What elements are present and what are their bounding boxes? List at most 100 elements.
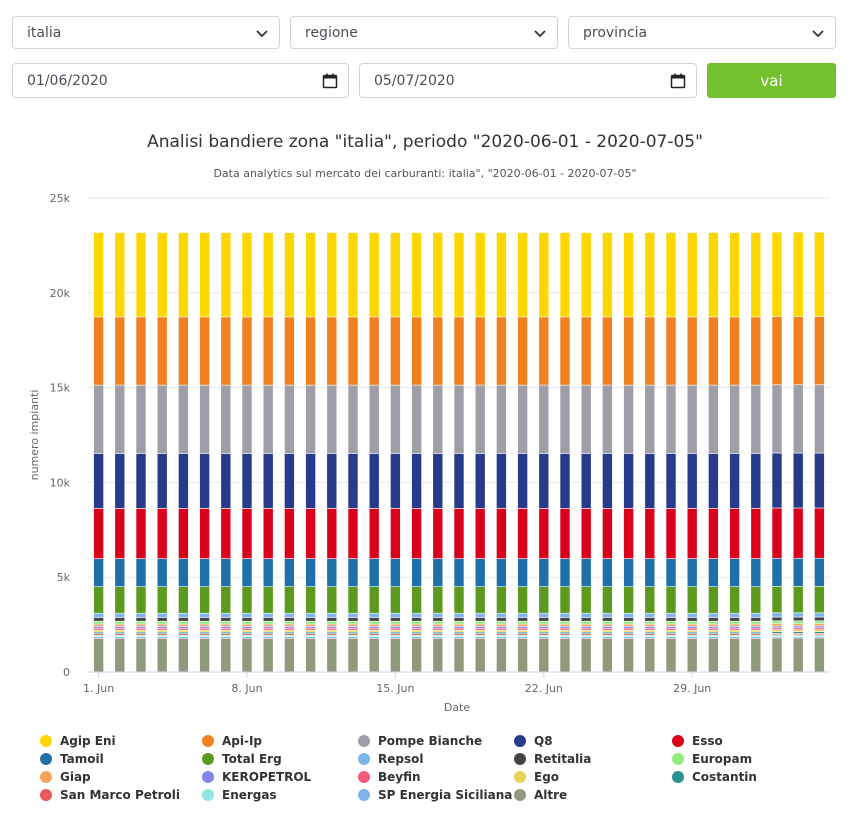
calendar-icon[interactable]: [670, 73, 686, 89]
legend-item[interactable]: Tamoil: [40, 752, 104, 766]
legend-marker: [672, 771, 684, 783]
bar-segment: [284, 453, 295, 509]
bar-segment: [220, 508, 232, 559]
bar-segment: [178, 637, 189, 673]
calendar-icon[interactable]: [322, 73, 338, 89]
bar-segment: [750, 558, 762, 587]
legend-label: Energas: [222, 788, 277, 802]
bar-segment: [474, 612, 486, 618]
bar-segment: [241, 384, 253, 454]
bar-segment: [644, 453, 656, 509]
zone-select-value: italia: [27, 24, 62, 41]
bar-segment: [665, 558, 677, 587]
legend-label: Altre: [534, 788, 568, 802]
region-select[interactable]: regione: [290, 16, 558, 49]
bar-segment: [708, 586, 719, 614]
legend-item[interactable]: Altre: [514, 788, 567, 802]
bar-segment: [347, 637, 359, 673]
bar-segment: [390, 617, 401, 622]
y-tick-label: 15k: [50, 382, 71, 395]
legend-item[interactable]: Ego: [514, 770, 559, 784]
bar-segment: [241, 586, 253, 614]
bar-segment: [580, 617, 592, 622]
province-select[interactable]: provincia: [568, 16, 836, 49]
bar-segment: [623, 612, 634, 618]
bar-segment: [602, 637, 613, 673]
legend-item[interactable]: Energas: [202, 788, 277, 802]
bar-segment: [114, 586, 126, 614]
bar-segment: [623, 558, 634, 587]
legend-item[interactable]: Retitalia: [514, 752, 591, 766]
bar-segment: [262, 617, 274, 622]
zone-select[interactable]: italia: [12, 16, 280, 49]
legend-item[interactable]: Api-Ip: [202, 734, 262, 748]
bar-segment: [623, 384, 634, 454]
bar-segment: [347, 453, 359, 509]
bar-segment: [326, 453, 338, 509]
bar-segment: [156, 316, 168, 386]
legend-item[interactable]: Pompe Bianche: [358, 734, 482, 748]
bar-segment: [262, 637, 274, 673]
bar-segment: [199, 316, 210, 386]
bar-segment: [262, 558, 274, 587]
legend-item[interactable]: Esso: [672, 734, 723, 748]
submit-button[interactable]: vai: [707, 63, 836, 98]
bar-segment: [559, 384, 571, 454]
bar-segment: [814, 623, 825, 627]
date-from-input[interactable]: 01/06/2020: [12, 63, 349, 98]
bar-segment: [602, 558, 613, 587]
legend-item[interactable]: KEROPETROL: [202, 770, 311, 784]
bar-segment: [93, 586, 104, 614]
bar-segment: [368, 617, 380, 622]
legend-label: San Marco Petroli: [60, 788, 181, 802]
bar-segment: [602, 586, 613, 614]
bar-segment: [814, 586, 825, 614]
legend-item[interactable]: Europam: [672, 752, 752, 766]
bar-segment: [517, 617, 528, 622]
bar-segment: [220, 637, 232, 673]
bar-segment: [792, 557, 804, 587]
legend-item[interactable]: Costantin: [672, 770, 757, 784]
legend-item[interactable]: Giap: [40, 770, 91, 784]
legend-item[interactable]: Q8: [514, 734, 553, 748]
bar-segment: [432, 617, 444, 622]
bar-segment: [284, 558, 295, 587]
bar-segment: [411, 384, 422, 454]
region-select-value: regione: [305, 24, 358, 41]
bar-segment: [326, 558, 338, 587]
bar-segment: [156, 612, 168, 618]
bar-segment: [665, 637, 677, 673]
bar-segment: [792, 616, 804, 622]
bar-segment: [262, 620, 274, 625]
bar-segment: [474, 558, 486, 587]
bar-segment: [453, 453, 465, 509]
bar-segment: [771, 384, 783, 454]
province-select-value: provincia: [583, 24, 648, 41]
bar-segment: [729, 620, 740, 625]
bar-segment: [623, 453, 634, 509]
legend-item[interactable]: Agip Eni: [40, 734, 116, 748]
bar-segment: [326, 620, 338, 625]
bar-segment: [199, 623, 210, 627]
bar-segment: [750, 508, 762, 559]
date-to-input[interactable]: 05/07/2020: [359, 63, 697, 98]
bar-segment: [496, 232, 507, 318]
bar-segment: [580, 558, 592, 587]
bar-segment: [517, 316, 528, 386]
bar-segment: [496, 623, 507, 627]
bar-segment: [178, 617, 189, 622]
bar-segment: [432, 586, 444, 614]
bar-segment: [792, 612, 804, 618]
bar-segment: [729, 637, 740, 673]
bar-segment: [708, 508, 719, 559]
chart-subtitle: Data analytics sul mercato dei carburant…: [213, 167, 637, 180]
legend-item[interactable]: San Marco Petroli: [40, 788, 180, 802]
legend-item[interactable]: SP Energia Siciliana: [358, 788, 512, 802]
bar-segment: [368, 558, 380, 587]
legend-item[interactable]: Beyfin: [358, 770, 421, 784]
bar-segment: [305, 620, 316, 625]
legend-item[interactable]: Repsol: [358, 752, 423, 766]
bar-segment: [708, 612, 719, 618]
bar-segment: [220, 384, 232, 454]
legend-item[interactable]: Total Erg: [202, 752, 282, 766]
